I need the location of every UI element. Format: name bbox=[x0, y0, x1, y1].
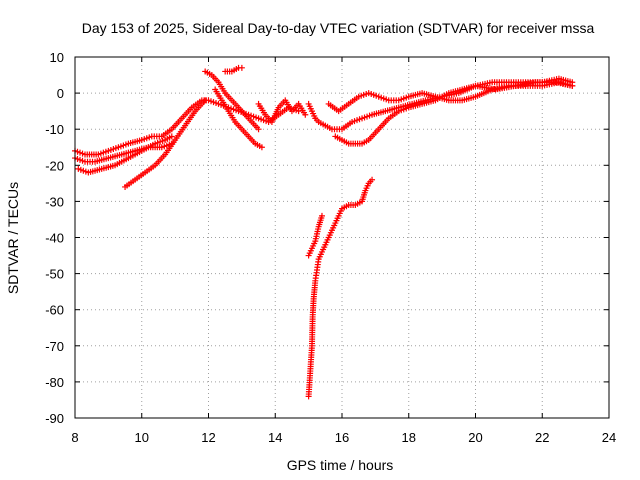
y-tick-label: -30 bbox=[45, 194, 64, 209]
x-tick-label: 10 bbox=[135, 430, 149, 445]
y-tick-label: -20 bbox=[45, 158, 64, 173]
x-axis-label: GPS time / hours bbox=[287, 457, 394, 473]
x-tick-label: 18 bbox=[402, 430, 416, 445]
x-tick-label: 12 bbox=[201, 430, 215, 445]
data-point bbox=[255, 126, 262, 133]
data-point bbox=[295, 108, 302, 115]
data-point bbox=[369, 176, 376, 183]
y-tick-label: 10 bbox=[50, 50, 64, 65]
y-tick-label: -10 bbox=[45, 122, 64, 137]
y-tick-label: 0 bbox=[57, 86, 64, 101]
x-tick-label: 20 bbox=[468, 430, 482, 445]
y-axis-label: SDTVAR / TECUs bbox=[5, 182, 21, 294]
data-point bbox=[318, 212, 325, 219]
y-tick-label: -40 bbox=[45, 231, 64, 246]
x-tick-label: 8 bbox=[71, 430, 78, 445]
grid bbox=[75, 57, 609, 418]
y-tick-label: -80 bbox=[45, 375, 64, 390]
y-tick-label: -60 bbox=[45, 303, 64, 318]
x-tick-label: 22 bbox=[535, 430, 549, 445]
data-point bbox=[168, 133, 175, 140]
chart-title: Day 153 of 2025, Sidereal Day-to-day VTE… bbox=[82, 20, 595, 36]
x-tick-label: 24 bbox=[602, 430, 616, 445]
y-tick-label: -90 bbox=[45, 411, 64, 426]
data-point bbox=[238, 64, 245, 71]
data-point bbox=[302, 111, 309, 118]
data-point bbox=[569, 82, 576, 89]
x-tick-label: 14 bbox=[268, 430, 282, 445]
data-point bbox=[202, 97, 209, 104]
axis-ticks: 8 10 12 14 16 18 20 22 24 10 0 -10 -20 -30 -40 -50 -60 -7… bbox=[45, 50, 616, 445]
y-tick-label: -50 bbox=[45, 267, 64, 282]
data-series bbox=[72, 64, 576, 400]
y-tick-label: -70 bbox=[45, 339, 64, 354]
x-tick-label: 16 bbox=[335, 430, 349, 445]
data-point bbox=[258, 144, 265, 151]
